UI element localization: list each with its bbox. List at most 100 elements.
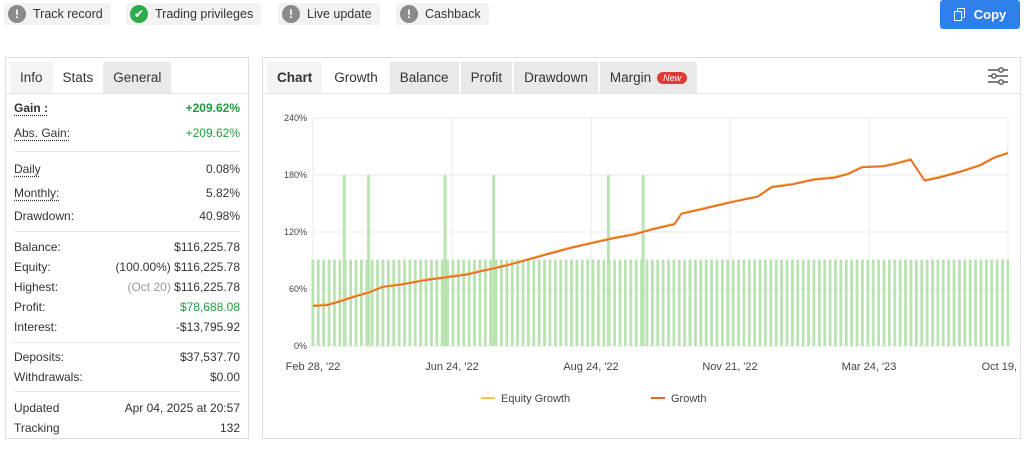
- x-tick-labels: Feb 28, '22 Jun 24, '22 Aug 24, '22 Nov 21,…: [286, 361, 1020, 373]
- bar: [478, 259, 482, 346]
- bar: [704, 259, 708, 346]
- stat-drawdown: Drawdown: 40.98%: [14, 209, 240, 223]
- sliders-icon[interactable]: [987, 66, 1009, 86]
- stat-monthly: Monthly: 5.82%: [14, 186, 240, 200]
- bar: [543, 259, 546, 346]
- bar: [548, 259, 552, 346]
- bar: [904, 259, 907, 346]
- bar: [683, 259, 687, 346]
- bar: [974, 259, 977, 346]
- badge-label: Cashback: [425, 7, 481, 21]
- x-tick-label: Mar 24, '23: [842, 361, 897, 373]
- bar-spike: [367, 175, 371, 346]
- bar: [947, 259, 951, 346]
- bar: [553, 259, 557, 346]
- tab-drawdown[interactable]: Drawdown: [514, 62, 598, 93]
- bar: [968, 259, 972, 346]
- badge-live-update[interactable]: ! Live update: [278, 3, 380, 25]
- stat-interest: Interest: -$13,795.92: [14, 320, 240, 334]
- tab-margin[interactable]: Margin New: [599, 62, 698, 93]
- bar: [758, 259, 762, 346]
- bar: [510, 259, 514, 346]
- stat-label[interactable]: Monthly:: [14, 186, 60, 200]
- bar: [446, 259, 449, 346]
- bar: [796, 259, 800, 346]
- bar: [995, 259, 999, 346]
- bar: [403, 259, 406, 346]
- stat-label: Tracking: [14, 421, 60, 435]
- bar: [774, 259, 778, 346]
- stat-value: Apr 04, 2025 at 20:57: [124, 401, 240, 415]
- stat-withdrawals: Withdrawals: $0.00: [14, 370, 240, 384]
- bar: [753, 259, 757, 346]
- badge-trading-privileges[interactable]: ✔ Trading privileges: [126, 3, 262, 25]
- chart-grid: [312, 117, 1009, 347]
- bar-spike: [606, 175, 610, 346]
- stat-label[interactable]: Gain :: [14, 101, 49, 115]
- bar-spike: [443, 175, 447, 346]
- stat-value: -$13,795.92: [175, 320, 240, 334]
- bar: [376, 259, 379, 346]
- stat-label: Deposits:: [14, 350, 65, 364]
- chart-lines: [312, 151, 1009, 307]
- legend-label: Equity Growth: [501, 393, 570, 405]
- stat-label: Balance:: [14, 240, 61, 254]
- stats-tabs: Info Stats General: [6, 58, 248, 94]
- bar: [877, 259, 880, 346]
- copy-button[interactable]: Copy: [940, 0, 1020, 29]
- bar: [370, 259, 374, 346]
- y-tick-label: 180%: [284, 170, 307, 180]
- badge-track-record[interactable]: ! Track record: [4, 3, 111, 25]
- bar: [602, 259, 606, 346]
- bar: [424, 259, 428, 346]
- bar: [726, 259, 730, 346]
- bar: [597, 259, 600, 346]
- bar: [365, 259, 369, 346]
- tab-balance[interactable]: Balance: [389, 62, 459, 93]
- bar: [408, 259, 412, 346]
- stat-label[interactable]: Abs. Gain:: [14, 126, 71, 140]
- copy-icon: [953, 8, 966, 21]
- stat-prefix: (100.00%): [115, 260, 171, 274]
- bar: [780, 259, 784, 346]
- tab-profit[interactable]: Profit: [460, 62, 513, 93]
- tab-margin-label: Margin: [609, 70, 652, 85]
- bar: [898, 259, 902, 346]
- y-tick-label: 60%: [289, 284, 307, 294]
- stat-label: Updated: [14, 401, 60, 415]
- bar: [887, 259, 891, 346]
- stat-value-wrap: (100.00%) $116,225.78: [115, 260, 240, 274]
- tab-chart[interactable]: Chart: [267, 62, 323, 93]
- bar: [354, 259, 358, 346]
- chart-tabs: Chart Growth Balance Profit Drawdown Mar…: [263, 62, 699, 93]
- stat-value: $116,225.78: [174, 240, 240, 254]
- tab-general[interactable]: General: [103, 62, 172, 93]
- bar: [699, 259, 703, 346]
- bar: [586, 259, 590, 346]
- tab-stats[interactable]: Stats: [52, 62, 104, 93]
- stat-value: $116,225.78: [174, 280, 240, 294]
- bar: [580, 259, 584, 346]
- bar: [494, 259, 498, 346]
- divider: [14, 151, 240, 152]
- bar: [1006, 259, 1010, 346]
- tab-info[interactable]: Info: [10, 62, 53, 93]
- bar: [397, 259, 401, 346]
- bar: [893, 259, 897, 346]
- bar: [769, 259, 773, 346]
- stat-label[interactable]: Daily: [14, 162, 41, 176]
- badge-cashback[interactable]: ! Cashback: [396, 3, 489, 25]
- bar: [834, 259, 837, 346]
- tab-growth[interactable]: Growth: [324, 62, 388, 93]
- divider: [14, 342, 240, 343]
- bar: [747, 259, 751, 346]
- bar: [823, 259, 827, 346]
- exclamation-icon: !: [8, 5, 26, 23]
- bar: [527, 259, 530, 346]
- bar: [990, 259, 994, 346]
- stat-tracking: Tracking 132: [14, 421, 240, 435]
- legend-label: Growth: [671, 393, 706, 405]
- bar: [790, 259, 794, 346]
- bar: [667, 259, 670, 346]
- bar: [440, 259, 444, 346]
